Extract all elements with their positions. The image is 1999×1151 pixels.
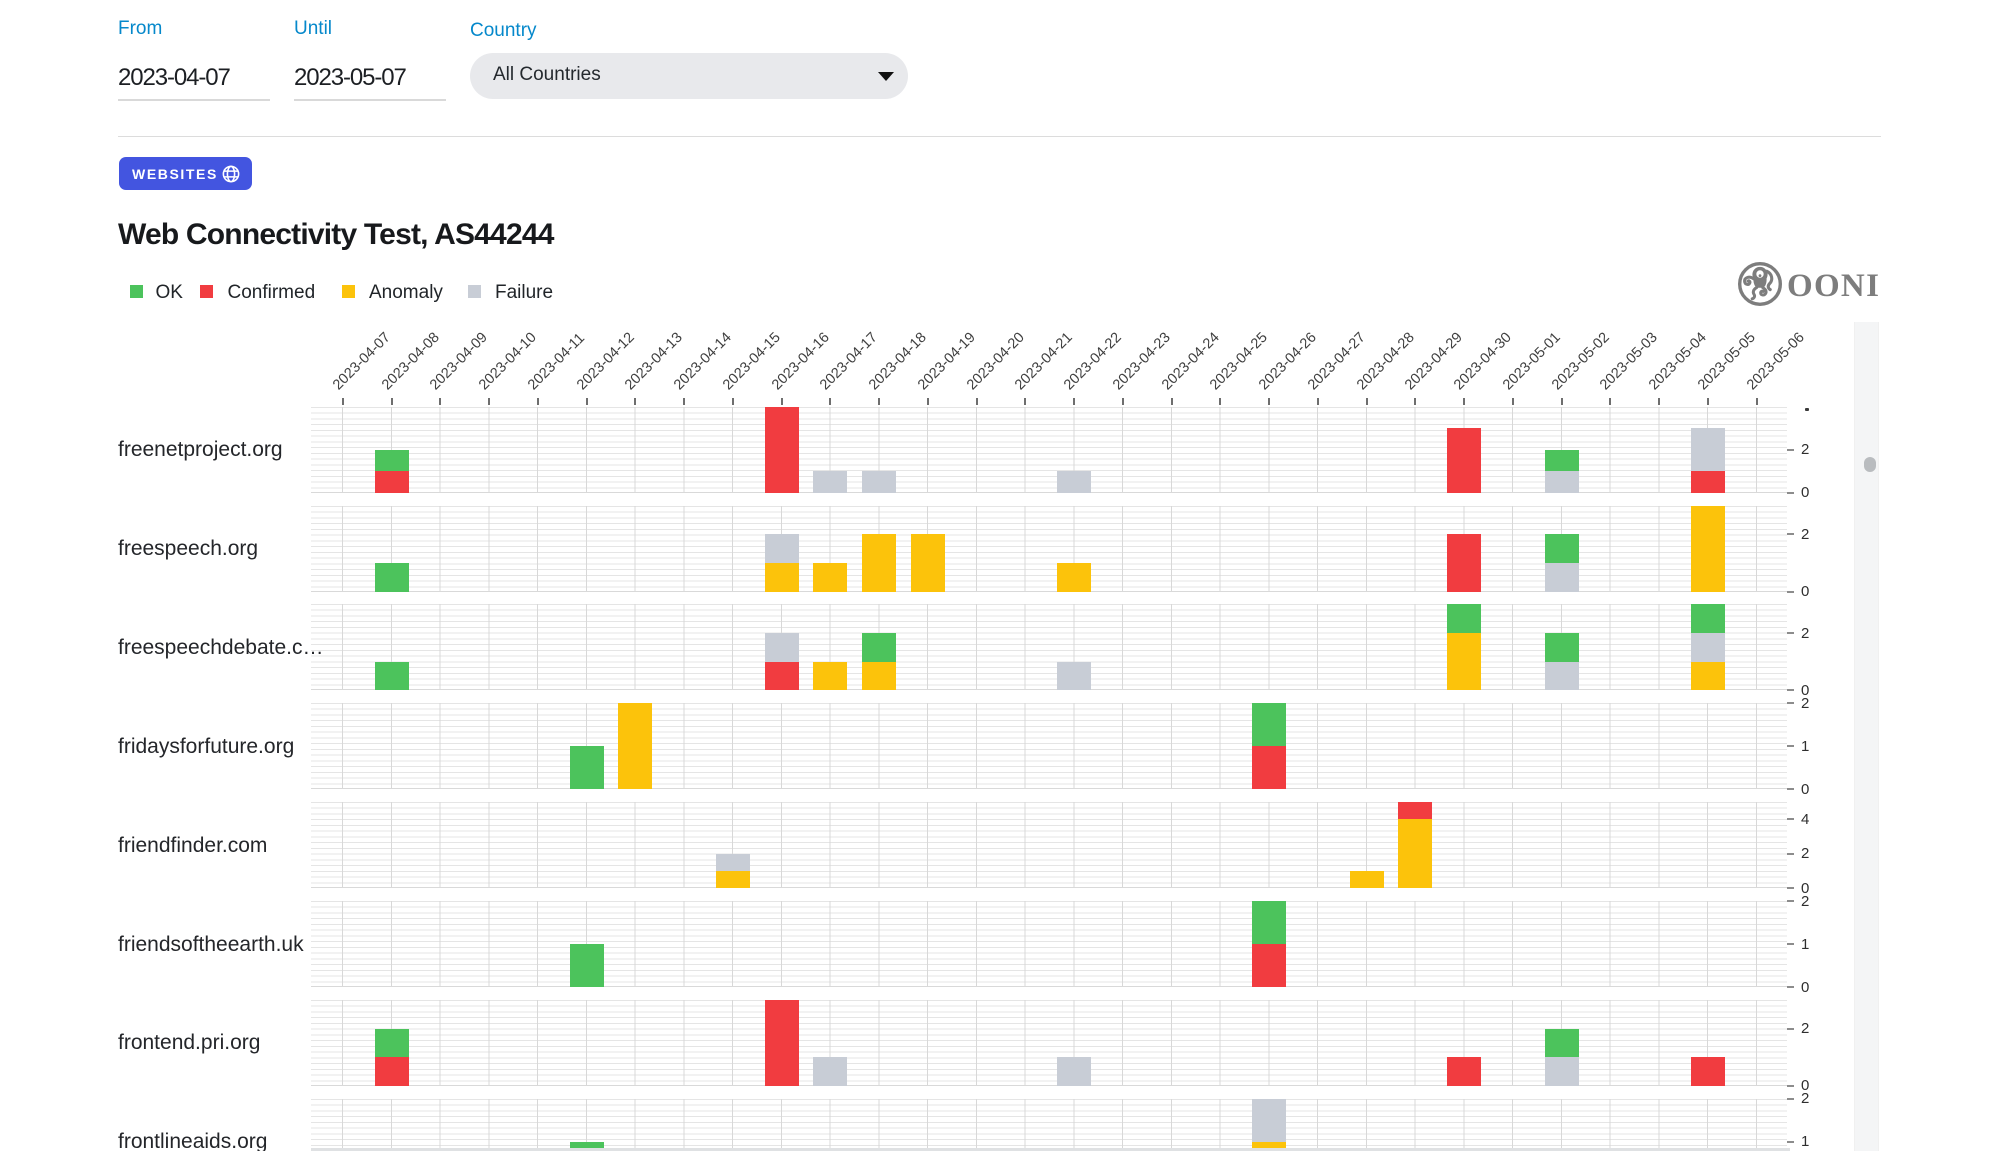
svg-text:OONI: OONI bbox=[1787, 268, 1880, 304]
